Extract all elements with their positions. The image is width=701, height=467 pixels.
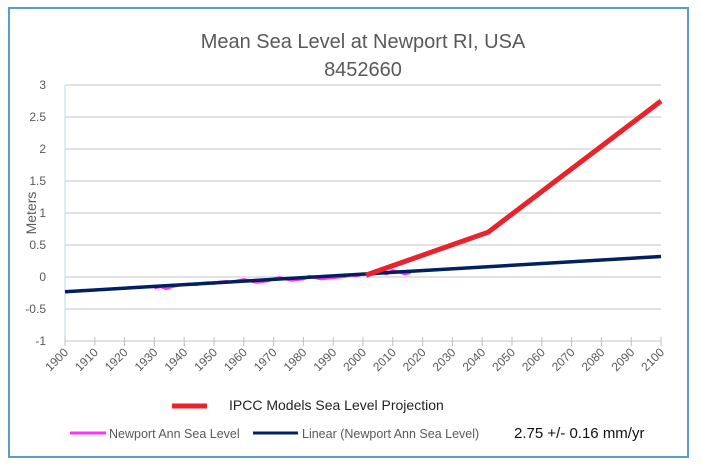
x-tick-label: 1950 (191, 345, 220, 374)
y-tick-label: 0.5 (29, 238, 46, 252)
x-tick-label: 1900 (42, 345, 71, 374)
x-tick-label: 2030 (430, 345, 459, 374)
series-line-linear (64, 254, 662, 294)
legend-label-newport: Newport Ann Sea Level (109, 427, 240, 441)
x-tick-label: 1960 (221, 345, 250, 374)
x-tick-label: 1970 (251, 345, 280, 374)
x-tick-label: 1910 (72, 345, 101, 374)
chart-border (8, 7, 689, 458)
chart-title: Mean Sea Level at Newport RI, USA (201, 31, 526, 53)
y-tick-label: 1.5 (29, 174, 46, 188)
x-tick-label: 2080 (579, 345, 608, 374)
series-line-ipcc (365, 99, 663, 278)
x-tick-label: 2020 (400, 345, 429, 374)
chart-subtitle: 8452660 (324, 59, 402, 81)
x-tick-label: 1930 (132, 345, 161, 374)
legend-label-ipcc: IPCC Models Sea Level Projection (229, 397, 444, 413)
x-tick-label: 2000 (340, 345, 369, 374)
y-axis-label: Meters (23, 192, 39, 235)
x-tick-label: 1920 (102, 345, 131, 374)
x-tick-label: 2050 (489, 345, 518, 374)
y-tick-label: 2.5 (29, 110, 46, 124)
x-tick-label: 2040 (460, 345, 489, 374)
y-tick-label: 1 (39, 206, 46, 220)
y-tick-label: 3 (39, 78, 46, 92)
x-tick-label: 2010 (370, 345, 399, 374)
x-tick-label: 2070 (549, 345, 578, 374)
y-tick-label: 0 (39, 270, 46, 284)
y-tick-label: -1 (35, 334, 46, 348)
y-tick-label: -0.5 (25, 302, 46, 316)
rate-annotation: 2.75 +/- 0.16 mm/yr (514, 425, 644, 442)
legend-label-linear: Linear (Newport Ann Sea Level) (302, 427, 479, 441)
x-tick-label: 2100 (638, 345, 667, 374)
x-tick-label: 1980 (281, 345, 310, 374)
x-tick-label: 1990 (311, 345, 340, 374)
x-tick-label: 2060 (519, 345, 548, 374)
y-tick-label: 2 (39, 142, 46, 156)
x-tick-label: 1940 (162, 345, 191, 374)
x-tick-label: 2090 (609, 345, 638, 374)
